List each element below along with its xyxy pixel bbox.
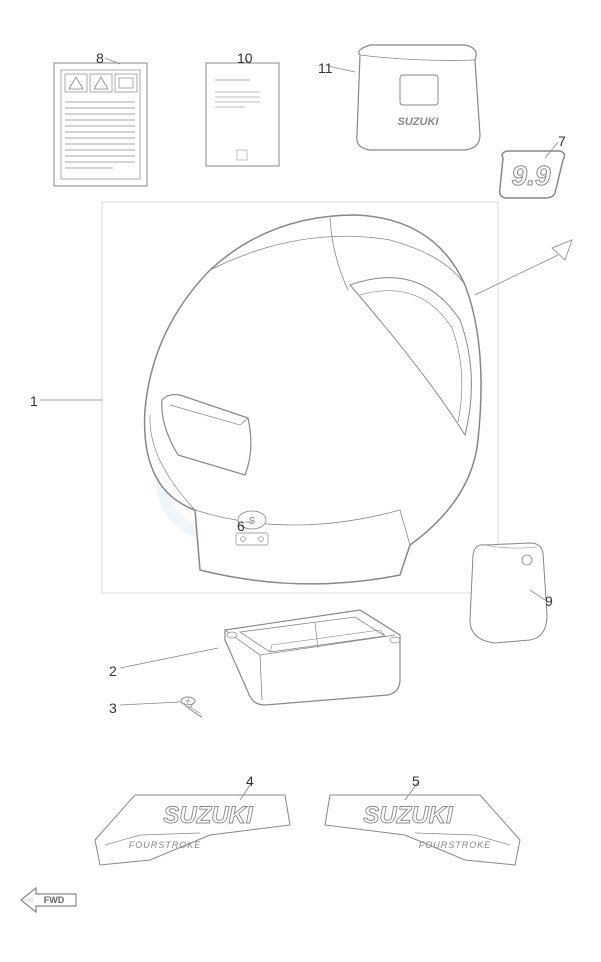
hp-badge-part: 9.9	[495, 148, 570, 203]
emblem-s: S	[249, 516, 256, 527]
fwd-arrow-svg: FWD	[18, 885, 83, 915]
hp-value: 9.9	[512, 160, 551, 191]
intake-box-part	[210, 600, 410, 710]
callout-2: 2	[109, 663, 117, 679]
decal-right-svg: SUZUKI FOURSTROKE	[320, 785, 525, 875]
decal-right-brand: SUZUKI	[363, 802, 454, 829]
callout-1: 1	[30, 393, 38, 409]
decal-right-sub: FOURSTROKE	[419, 840, 492, 850]
callout-7: 7	[558, 133, 566, 149]
fwd-label: FWD	[44, 895, 65, 905]
callout-6: 6	[237, 518, 245, 534]
tag-svg	[465, 535, 555, 650]
decal-left-part: SUZUKI FOURSTROKE	[90, 785, 295, 875]
callout-11: 11	[318, 60, 333, 76]
decal-left-brand: SUZUKI	[163, 802, 254, 829]
decal-right-part: SUZUKI FOURSTROKE	[320, 785, 525, 875]
decal-left-svg: SUZUKI FOURSTROKE	[90, 785, 295, 875]
fwd-arrow: FWD	[18, 885, 83, 915]
cover-bag-part: SUZUKI	[345, 40, 490, 155]
screw-part	[178, 693, 213, 718]
engine-cowl-part: S	[100, 200, 500, 595]
callout-5: 5	[412, 773, 420, 789]
warning-label-svg	[53, 62, 148, 187]
manual-svg	[205, 62, 280, 167]
callout-4: 4	[246, 773, 254, 789]
callout-9: 9	[545, 593, 553, 609]
decal-left-sub: FOURSTROKE	[129, 840, 202, 850]
cover-bag-svg: SUZUKI	[345, 40, 490, 155]
hp-badge-svg: 9.9	[495, 148, 570, 203]
tag-part	[465, 535, 555, 650]
cover-brand-text: SUZUKI	[398, 116, 440, 128]
engine-cowl-svg: S	[100, 200, 500, 595]
callout-8: 8	[96, 50, 104, 66]
warning-label-part	[53, 62, 148, 187]
manual-part	[205, 62, 280, 167]
callout-10: 10	[237, 50, 253, 66]
screw-svg	[178, 693, 213, 718]
intake-box-svg	[210, 600, 410, 710]
callout-3: 3	[109, 700, 117, 716]
